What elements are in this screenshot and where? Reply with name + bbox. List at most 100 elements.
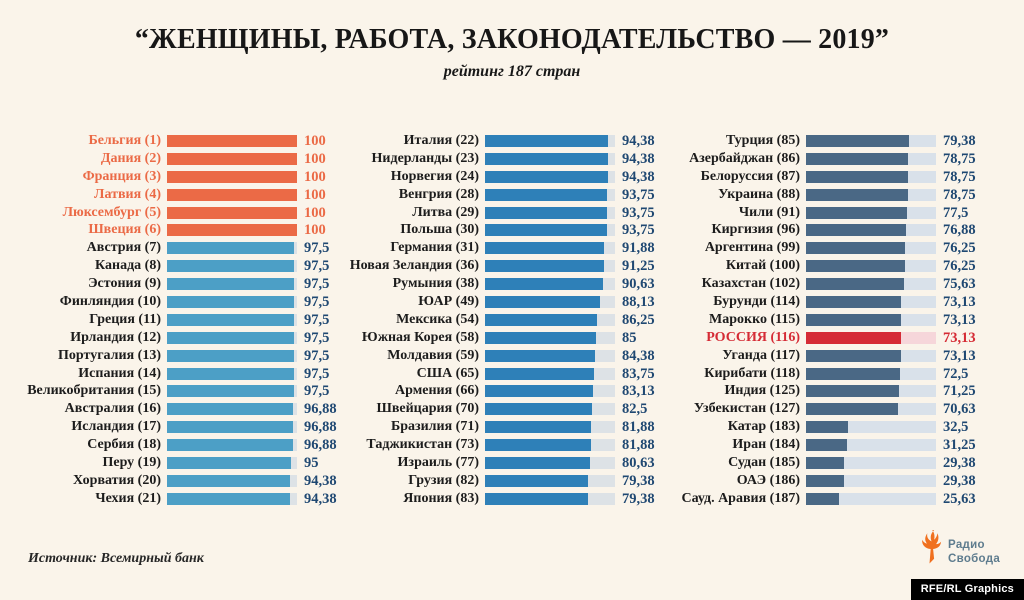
country-rank-label: Германия (31) (390, 240, 479, 256)
bar (806, 152, 909, 165)
bar-track (806, 188, 936, 201)
value-label: 97,5 (304, 365, 330, 382)
bar-track (167, 439, 297, 452)
value-label: 25,63 (943, 490, 976, 507)
country-rank-label: Исландия (17) (71, 419, 161, 435)
bar-row: Дания (2) 100 (20, 151, 337, 166)
value-label: 76,25 (943, 258, 976, 275)
value-label: 100 (304, 204, 326, 221)
value-label: 82,5 (622, 401, 648, 418)
bar-track (806, 170, 936, 183)
bar-row: Узбекистан (127) 70,63 (659, 402, 976, 417)
bar-track (167, 206, 297, 219)
bar (806, 349, 902, 362)
bar (806, 188, 909, 201)
bar-row: Грузия (82) 79,38 (338, 473, 654, 488)
country-rank-label: Венгрия (28) (398, 186, 479, 202)
bar (485, 206, 607, 219)
value-label: 78,75 (943, 150, 976, 167)
bar (167, 170, 297, 183)
bar (806, 367, 901, 380)
country-rank-label: Иран (184) (732, 437, 800, 453)
bar-track (485, 367, 615, 380)
bar (485, 403, 593, 416)
bar (485, 439, 592, 452)
value-label: 81,88 (622, 419, 655, 436)
bar-track (167, 152, 297, 165)
bar-track (485, 188, 615, 201)
value-label: 91,88 (622, 240, 655, 257)
bar-row: Турция (85) 79,38 (659, 134, 976, 149)
bar (806, 313, 902, 326)
bar-track (485, 457, 615, 470)
bar (485, 331, 596, 344)
country-rank-label: Армения (66) (395, 383, 479, 399)
country-rank-label: Норвегия (24) (390, 168, 479, 184)
value-label: 78,75 (943, 168, 976, 185)
value-label: 83,75 (622, 365, 655, 382)
bar-row: Судан (185) 29,38 (659, 456, 975, 471)
value-label: 100 (304, 133, 326, 149)
country-rank-label: Аргентина (99) (704, 240, 800, 256)
bar (806, 457, 845, 470)
bar-row: Чехия (21) 94,38 (20, 490, 337, 507)
value-label: 93,75 (622, 186, 655, 203)
country-rank-label: Австрия (7) (86, 240, 161, 256)
bar-row: Франция (3) 100 (20, 169, 337, 184)
bar-track (167, 331, 297, 344)
country-rank-label: США (65) (416, 365, 479, 381)
bar-track (485, 313, 615, 326)
bar (485, 152, 608, 165)
bar-track (167, 313, 297, 326)
bar (485, 296, 600, 309)
page-title: “ЖЕНЩИНЫ, РАБОТА, ЗАКОНОДАТЕЛЬСТВО — 201… (134, 24, 890, 55)
value-label: 97,5 (304, 329, 330, 346)
bar (806, 278, 905, 291)
bar-row: ОАЭ (186) 29,38 (659, 473, 976, 488)
bar-row: ЮАР (49) 88,13 (338, 295, 654, 310)
bar (806, 421, 849, 434)
bar-row: Китай (100) 76,25 (659, 258, 976, 275)
bar-row: Иран (184) 31,25 (659, 437, 975, 453)
bar-track (167, 135, 297, 147)
bar-row: Новая Зеландия (36) 91,25 (338, 259, 655, 274)
bar-row: Люксембург (5) 100 (20, 204, 337, 221)
country-rank-label: Сауд. Аравия (187) (681, 490, 800, 506)
bar-track (806, 403, 936, 416)
bar-row: Испания (14) 97,5 (20, 365, 337, 382)
bar (167, 331, 294, 344)
country-rank-label: Италия (22) (403, 133, 479, 148)
bar-row: Казахстан (102) 75,63 (659, 276, 976, 293)
bar (167, 260, 294, 273)
country-rank-label: Мексика (54) (396, 311, 479, 327)
chart-column-3: Турция (85) 79,38 Азербайджан (86) 78,75 Бел… (659, 134, 976, 507)
bar-track (485, 152, 615, 165)
logo-line1: Радио (948, 539, 985, 551)
country-rank-label: Сербия (18) (87, 437, 161, 453)
country-rank-label: Хорватия (20) (72, 472, 161, 488)
bar-track (167, 474, 297, 487)
bar-track (806, 367, 936, 380)
bar-row: Аргентина (99) 76,25 (659, 240, 976, 256)
bar (167, 206, 297, 219)
value-label: 78,75 (943, 186, 976, 203)
bar (167, 349, 294, 362)
bar (485, 421, 592, 434)
value-label: 94,38 (622, 133, 655, 149)
bar-track (806, 206, 936, 219)
bar (485, 278, 603, 291)
bar-track (485, 421, 615, 434)
bar (167, 403, 293, 416)
bar-row: Кирибати (118) 72,5 (659, 366, 976, 381)
value-label: 75,63 (943, 276, 976, 293)
bar-track (485, 349, 615, 362)
value-label: 94,38 (304, 490, 337, 507)
value-label: 94,38 (622, 150, 655, 167)
country-rank-label: Индия (125) (724, 383, 800, 399)
bar-track (167, 403, 297, 416)
bar-row: Молдавия (59) 84,38 (338, 348, 654, 363)
bar-track (806, 296, 936, 309)
value-label: 94,38 (622, 168, 655, 185)
value-label: 71,25 (943, 383, 976, 400)
torch-icon (921, 530, 945, 573)
